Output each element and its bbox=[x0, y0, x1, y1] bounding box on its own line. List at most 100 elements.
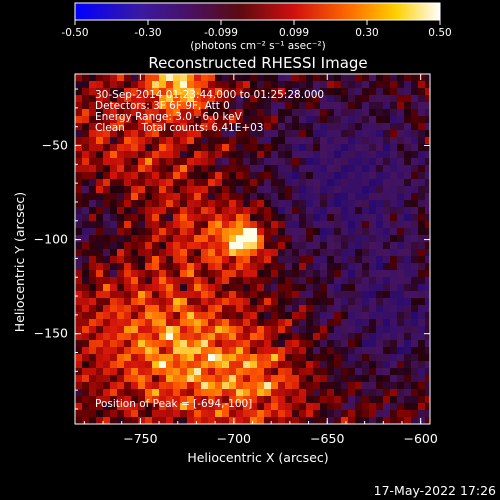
heatmap-cell bbox=[390, 221, 398, 229]
heatmap-cell bbox=[201, 291, 209, 299]
heatmap-cell bbox=[390, 172, 398, 180]
heatmap-cell bbox=[229, 137, 237, 145]
heatmap-cell bbox=[194, 179, 202, 187]
heatmap-cell bbox=[131, 249, 139, 257]
heatmap-cell bbox=[82, 347, 90, 355]
heatmap-cell bbox=[236, 410, 244, 418]
heatmap-cell bbox=[376, 165, 384, 173]
heatmap-cell bbox=[145, 179, 153, 187]
heatmap-cell bbox=[124, 270, 132, 278]
heatmap-cell bbox=[306, 95, 314, 103]
heatmap-cell bbox=[222, 361, 230, 369]
heatmap-cell bbox=[75, 375, 83, 383]
heatmap-cell bbox=[348, 410, 356, 418]
heatmap-cell bbox=[334, 116, 342, 124]
heatmap-cell bbox=[96, 277, 104, 285]
heatmap-cell bbox=[299, 172, 307, 180]
heatmap-cell bbox=[278, 277, 286, 285]
heatmap-cell bbox=[397, 158, 405, 166]
heatmap-cell bbox=[82, 214, 90, 222]
heatmap-cell bbox=[334, 179, 342, 187]
heatmap-cell bbox=[229, 375, 237, 383]
heatmap-cell bbox=[89, 382, 97, 390]
heatmap-cell bbox=[425, 193, 430, 201]
heatmap-cell bbox=[348, 354, 356, 362]
heatmap-cell bbox=[369, 74, 377, 82]
heatmap-cell bbox=[362, 305, 370, 313]
heatmap-cell bbox=[131, 326, 139, 334]
heatmap-cell bbox=[96, 123, 104, 131]
annotation-clean-counts: Clean Total counts: 6.41E+03 bbox=[95, 122, 264, 134]
heatmap-cell bbox=[131, 179, 139, 187]
heatmap-cell bbox=[215, 319, 223, 327]
heatmap-cell bbox=[313, 347, 321, 355]
heatmap-cell bbox=[404, 410, 412, 418]
heatmap-cell bbox=[383, 81, 391, 89]
heatmap-cell bbox=[222, 179, 230, 187]
heatmap-cell bbox=[152, 221, 160, 229]
heatmap-cell bbox=[159, 144, 167, 152]
heatmap-cell bbox=[166, 102, 174, 110]
heatmap-cell bbox=[320, 410, 328, 418]
heatmap-cell bbox=[173, 417, 181, 424]
heatmap-cell bbox=[306, 228, 314, 236]
heatmap-cell bbox=[341, 403, 349, 411]
heatmap-cell bbox=[320, 193, 328, 201]
heatmap-cell bbox=[201, 179, 209, 187]
heatmap-cell bbox=[236, 179, 244, 187]
heatmap-cell bbox=[257, 312, 265, 320]
heatmap-cell bbox=[103, 165, 111, 173]
heatmap-cell bbox=[82, 270, 90, 278]
heatmap-cell bbox=[250, 221, 258, 229]
heatmap-cell bbox=[369, 102, 377, 110]
heatmap-cell bbox=[425, 340, 430, 348]
heatmap-cell bbox=[390, 305, 398, 313]
heatmap-cell bbox=[292, 375, 300, 383]
heatmap-cell bbox=[299, 270, 307, 278]
heatmap-cell bbox=[201, 312, 209, 320]
heatmap-cell bbox=[201, 102, 209, 110]
heatmap-cell bbox=[96, 403, 104, 411]
heatmap-cell bbox=[390, 123, 398, 131]
heatmap-cell bbox=[341, 81, 349, 89]
heatmap-cell bbox=[418, 144, 426, 152]
heatmap-cell bbox=[362, 361, 370, 369]
heatmap-cell bbox=[215, 333, 223, 341]
heatmap-cell bbox=[166, 123, 174, 131]
heatmap-cell bbox=[96, 95, 104, 103]
heatmap-cell bbox=[257, 270, 265, 278]
heatmap-cell bbox=[124, 277, 132, 285]
heatmap-cell bbox=[159, 193, 167, 201]
heatmap-cell bbox=[75, 361, 83, 369]
heatmap-cell bbox=[341, 235, 349, 243]
heatmap-cell bbox=[425, 186, 430, 194]
heatmap-cell bbox=[194, 284, 202, 292]
heatmap-cell bbox=[250, 277, 258, 285]
heatmap-cell bbox=[208, 270, 216, 278]
heatmap-cell bbox=[334, 347, 342, 355]
heatmap-cell bbox=[334, 354, 342, 362]
heatmap-cell bbox=[299, 417, 307, 424]
heatmap-cell bbox=[110, 109, 118, 117]
heatmap-cell bbox=[138, 361, 146, 369]
heatmap-cell bbox=[138, 172, 146, 180]
heatmap-cell bbox=[103, 410, 111, 418]
heatmap-cell bbox=[397, 109, 405, 117]
heatmap-cell bbox=[89, 172, 97, 180]
heatmap-cell bbox=[327, 95, 335, 103]
heatmap-cell bbox=[201, 228, 209, 236]
heatmap-cell bbox=[348, 284, 356, 292]
heatmap-cell bbox=[145, 403, 153, 411]
heatmap-cell bbox=[103, 263, 111, 271]
heatmap-cell bbox=[376, 186, 384, 194]
heatmap-cell bbox=[355, 291, 363, 299]
heatmap-cell bbox=[271, 305, 279, 313]
heatmap-cell bbox=[411, 102, 419, 110]
heatmap-cell bbox=[75, 228, 83, 236]
heatmap-cell bbox=[201, 200, 209, 208]
heatmap-cell bbox=[124, 417, 132, 424]
heatmap-cell bbox=[173, 340, 181, 348]
heatmap-cell bbox=[201, 116, 209, 124]
heatmap-cell bbox=[152, 389, 160, 397]
heatmap-cell bbox=[180, 221, 188, 229]
